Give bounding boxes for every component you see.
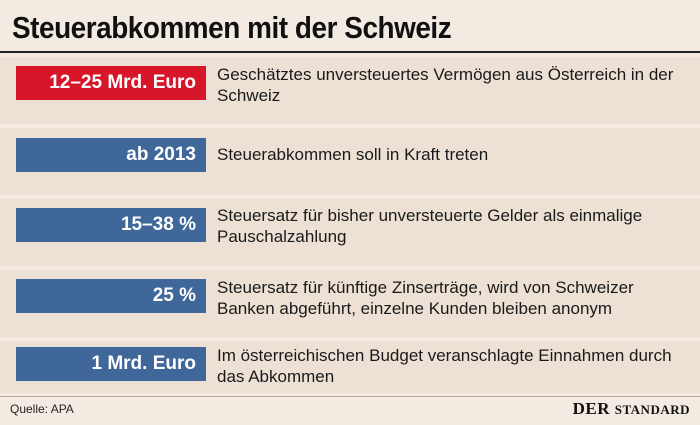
fact-description: Steuersatz für künftige Zinserträge, wir… (217, 278, 634, 318)
logo-standard: STANDARD (614, 402, 690, 417)
fact-description: Geschätztes unversteuertes Vermögen aus … (217, 65, 674, 105)
fact-description: Steuerabkommen soll in Kraft treten (217, 145, 489, 164)
fact-value-badge: 1 Mrd. Euro (16, 347, 206, 381)
fact-value-badge: 25 % (16, 279, 206, 313)
title-divider (0, 51, 700, 53)
fact-description: Steuersatz für bisher unversteuerte Geld… (217, 206, 643, 246)
publisher-logo: DER STANDARD (573, 399, 690, 419)
source-note: Quelle: APA (10, 402, 74, 416)
fact-value-badge: 12–25 Mrd. Euro (16, 66, 206, 100)
fact-value-badge: ab 2013 (16, 138, 206, 172)
fact-value-badge: 15–38 % (16, 208, 206, 242)
logo-der: DER (572, 399, 610, 418)
footer-divider (0, 396, 700, 397)
page-title: Steuerabkommen mit der Schweiz (12, 10, 452, 45)
fact-description: Im österreichischen Budget veranschlagte… (217, 346, 672, 386)
